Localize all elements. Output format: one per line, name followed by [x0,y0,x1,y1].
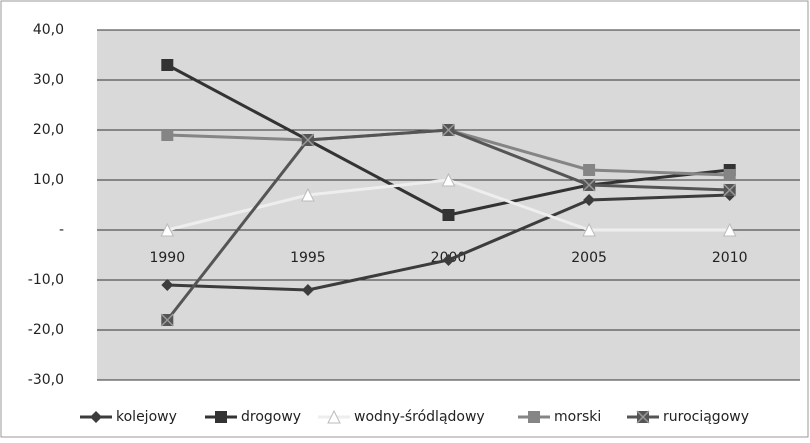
x-tick-label: 2010 [712,250,748,266]
legend-marker [215,411,227,423]
y-tick-label: 20,0 [33,122,64,138]
y-tick-label: 40,0 [33,22,64,38]
legend-marker [528,411,540,423]
legend-label: morski [554,409,601,425]
legend-marker [327,409,341,424]
data-point [722,222,737,237]
data-point [441,172,456,187]
data-point [160,222,175,237]
data-point [583,194,596,206]
data-point [161,129,174,141]
data-point [442,209,455,221]
data-point [723,169,736,181]
y-tick-label: -20,0 [28,322,64,338]
legend-label: kolejowy [116,409,177,425]
y-tick-label: - [59,222,64,238]
x-tick-label: 1995 [290,250,326,266]
data-point [583,164,596,176]
data-point [442,254,455,266]
x-tick-label: 1990 [149,250,185,266]
data-point-cross [582,178,596,192]
legend-label: wodny-śródlądowy [354,409,485,425]
x-tick-label: 2005 [571,250,607,266]
data-point [161,59,174,71]
data-point [161,279,174,291]
legend-label: drogowy [241,409,301,425]
data-point [301,187,315,202]
data-point [582,222,596,237]
y-tick-label: 30,0 [33,72,64,88]
data-point-cross [441,123,456,137]
legend-marker [90,411,102,423]
data-point [301,284,314,296]
data-point-cross [723,183,737,197]
y-tick-label: 10,0 [33,172,64,188]
data-point-cross [160,313,174,327]
data-point-cross [301,133,315,147]
legend-label: rurociągowy [663,409,749,425]
legend-marker-cross [636,410,650,424]
y-tick-label: -10,0 [28,272,64,288]
y-tick-label: -30,0 [28,372,64,388]
